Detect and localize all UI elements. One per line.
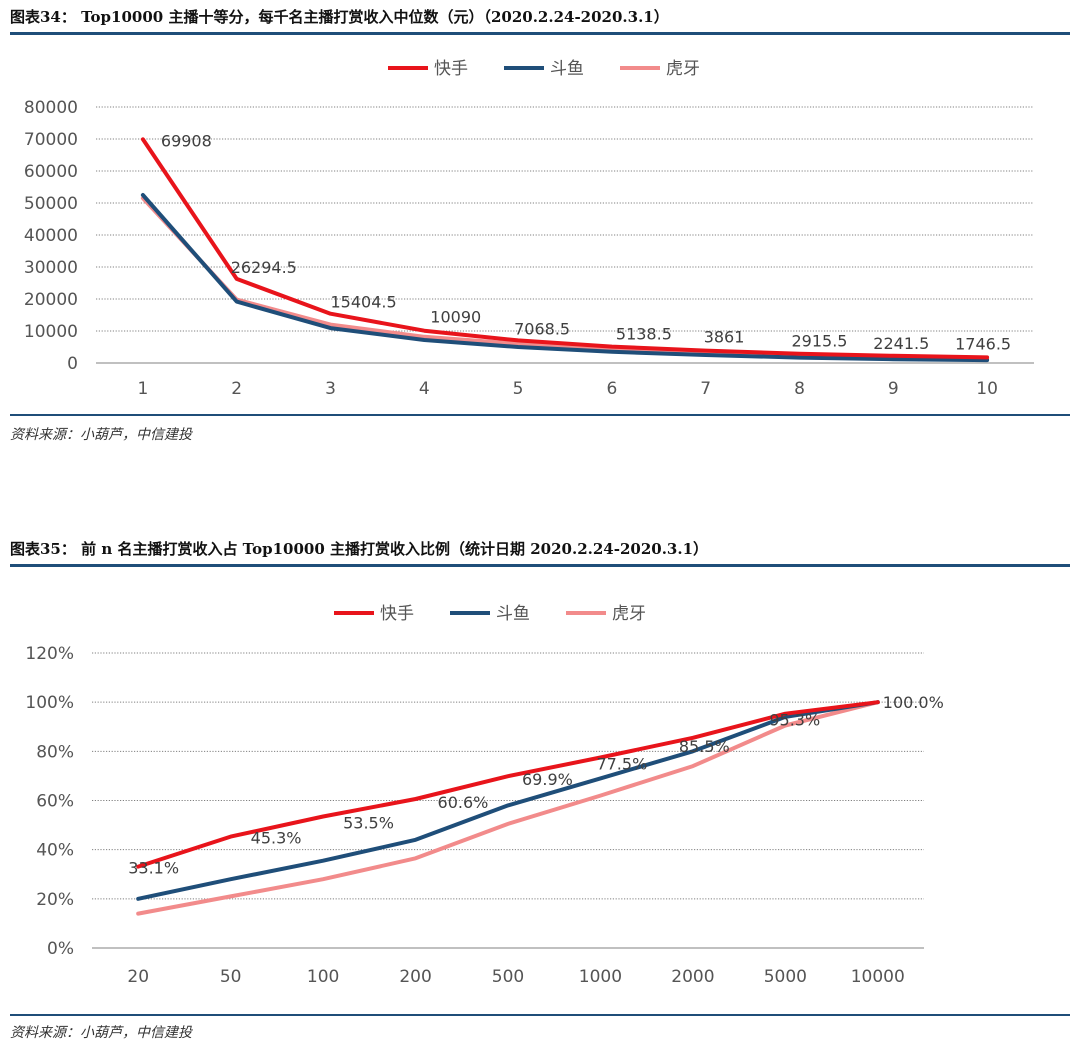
chart1-x-tick-label: 9 [888,379,899,399]
figure-35-chart: 0% 20% 40% 60% 80% 100% 120% 20 50 100 200 500 1000 2… [25,604,944,987]
chart1-y-tick-label: 70000 [24,130,78,150]
chart1-data-label: 1746.5 [955,334,1011,353]
figure-34-title: 图表34： Top10000 主播十等分，每千名主播打赏收入中位数（元）（202… [10,8,669,26]
chart2-series-kuaishou-line [136,700,880,869]
chart1-data-label: 2915.5 [792,332,848,351]
chart2-y-tick-label: 120% [25,644,74,664]
chart2-x-tick-label: 2000 [671,967,714,987]
chart1-x-tick-label: 8 [794,379,805,399]
chart2-data-label: 33.1% [128,859,179,878]
chart2-series-douyu-line [136,700,880,901]
chart2-data-label: 100.0% [883,693,944,712]
chart1-y-tick-label: 20000 [24,290,78,310]
chart1-data-label: 10090 [430,308,481,327]
chart1-data-label: 7068.5 [514,319,570,338]
chart1-y-tick-label: 80000 [24,98,78,118]
chart2-data-label: 95.3% [769,711,820,730]
chart1-x-tick-label: 4 [419,379,430,399]
chart1-legend-label-douyu: 斗鱼 [550,59,584,79]
chart1-y-tick-label: 40000 [24,226,78,246]
chart2-y-tick-label: 20% [36,890,74,910]
chart2-data-label: 45.3% [251,829,302,848]
chart1-data-label: 5138.5 [616,325,672,344]
chart2-x-tick-label: 1000 [579,967,622,987]
chart1-x-tick-label: 3 [325,379,336,399]
figure-35-title: 图表35： 前 n 名主播打赏收入占 Top10000 主播打赏收入比例（统计日… [10,540,709,558]
chart2-legend-label-huya: 虎牙 [612,604,646,624]
chart1-legend-label-huya: 虎牙 [666,59,700,79]
chart2-data-label: 69.9% [522,770,573,789]
chart1-x-tick-label: 2 [231,379,242,399]
chart2-x-tick-label: 5000 [764,967,807,987]
chart1-series-douyu-line [140,193,990,363]
chart2-y-tick-label: 80% [36,742,74,762]
figure-34-source: 资料来源：小葫芦，中信建投 [10,427,192,443]
chart1-data-label: 2241.5 [873,334,929,353]
figure-34-top-rule [10,32,1070,35]
chart2-legend-label-kuaishou: 快手 [380,604,414,624]
figure-35-source: 资料来源：小葫芦，中信建投 [10,1025,192,1041]
chart1-y-tick-label: 10000 [24,322,78,342]
chart2-data-label: 85.5% [679,737,730,756]
chart1-series-kuaishou-line [140,137,990,360]
chart2-x-tick-label: 100 [307,967,339,987]
chart1-x-tick-label: 5 [513,379,524,399]
chart1-legend-label-kuaishou: 快手 [434,59,468,79]
chart2-data-label: 60.6% [438,793,489,812]
chart2-series-huya-line [136,700,880,916]
chart1-x-tick-label: 1 [137,379,148,399]
chart1-data-label: 69908 [161,131,212,150]
chart2-x-tick-label: 50 [220,967,242,987]
figure-35-bottom-rule [10,1014,1070,1016]
chart2-y-tick-label: 100% [25,693,74,713]
chart1-x-tick-label: 7 [700,379,711,399]
chart1-y-tick-label: 50000 [24,194,78,214]
chart1-x-tick-label: 6 [606,379,617,399]
chart1-x-tick-label: 10 [976,379,998,399]
chart1-y-tick-label: 0 [67,354,78,374]
chart1-data-label: 3861 [704,328,745,347]
chart2-data-label: 77.5% [596,754,647,773]
chart2-legend-label-douyu: 斗鱼 [496,604,530,624]
figure-35-top-rule [10,564,1070,567]
chart2-y-tick-label: 40% [36,841,74,861]
chart2-x-tick-label: 500 [492,967,524,987]
chart2-x-tick-label: 200 [399,967,431,987]
chart2-x-tick-label: 20 [127,967,149,987]
chart2-y-tick-label: 60% [36,792,74,812]
figure-34-bottom-rule [10,414,1070,416]
chart1-data-label: 26294.5 [231,258,297,277]
chart2-data-label: 53.5% [343,813,394,832]
figure-34-chart: 0 10000 20000 30000 40000 50000 60000 70000 8000… [24,59,1034,399]
chart1-y-tick-label: 60000 [24,162,78,182]
chart1-y-tick-label: 30000 [24,258,78,278]
chart2-x-tick-label: 10000 [851,967,905,987]
chart2-y-tick-label: 0% [47,939,74,959]
chart1-data-label: 15404.5 [331,293,397,312]
